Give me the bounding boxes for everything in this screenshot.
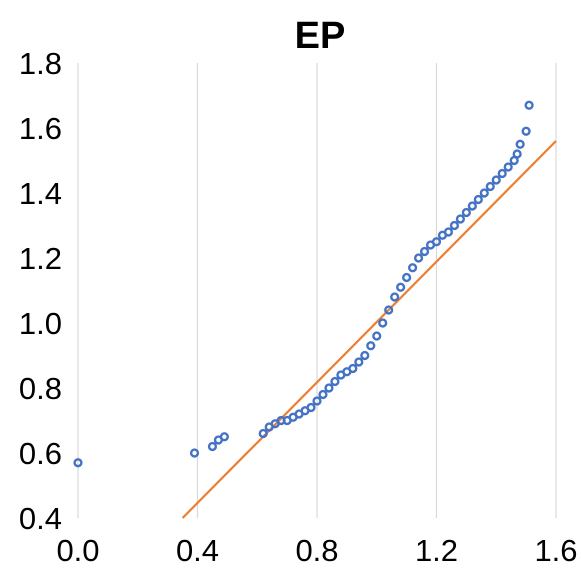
x-tick-label: 1.6: [534, 533, 577, 568]
data-point: [330, 376, 340, 387]
data-point: [390, 292, 400, 302]
data-point: [408, 263, 418, 273]
data-point: [366, 341, 376, 351]
data-point: [431, 237, 442, 247]
data-point: [348, 363, 358, 374]
data-point: [396, 282, 406, 292]
data-point: [372, 331, 382, 341]
data-point: [467, 201, 477, 211]
gridlines: [77, 63, 557, 518]
data-point: [354, 357, 364, 367]
x-tick-label: 0.8: [295, 533, 338, 568]
data-point: [455, 214, 466, 224]
y-tick-label: 1.8: [19, 46, 62, 81]
reference-line: [181, 140, 557, 519]
x-tick-label: 0.0: [56, 533, 99, 568]
data-points: [73, 100, 534, 468]
data-point: [419, 246, 430, 257]
data-point: [258, 428, 268, 439]
y-tick-label: 0.6: [19, 436, 62, 471]
data-point: [378, 318, 388, 328]
data-point: [461, 207, 471, 218]
data-point: [485, 181, 495, 192]
data-point: [189, 448, 200, 458]
y-tick-label: 1.0: [19, 306, 62, 341]
data-point: [497, 168, 507, 179]
data-point: [312, 396, 322, 406]
data-point: [207, 441, 218, 452]
data-point: [384, 305, 394, 315]
chart-title: EP: [295, 15, 346, 57]
y-axis-ticks: 0.4 0.6 0.8 1.0 1.2 1.4 1.6 1.8: [19, 46, 62, 536]
y-tick-label: 1.4: [19, 176, 62, 211]
data-point: [324, 383, 334, 393]
data-point: [473, 194, 483, 205]
y-tick-label: 0.4: [19, 501, 62, 536]
data-point: [449, 220, 460, 231]
data-point: [521, 126, 531, 136]
y-tick-label: 1.2: [19, 241, 62, 276]
y-tick-label: 0.8: [19, 371, 62, 406]
data-point: [503, 162, 513, 172]
x-tick-label: 0.4: [176, 533, 219, 568]
reference-line-series: [181, 140, 557, 519]
data-point: [479, 188, 489, 198]
data-point: [515, 139, 525, 149]
data-point: [318, 389, 328, 400]
data-point: [512, 149, 522, 159]
data-point: [306, 402, 316, 413]
data-point: [360, 350, 370, 361]
data-point: [413, 253, 424, 263]
data-point: [402, 272, 412, 283]
data-point: [524, 100, 534, 110]
x-tick-label: 1.2: [415, 533, 458, 568]
y-tick-label: 1.6: [19, 111, 62, 146]
x-axis-ticks: 0.0 0.4 0.8 1.2 1.6: [56, 533, 577, 568]
data-point: [73, 458, 83, 468]
data-point: [219, 432, 229, 442]
data-point: [491, 175, 501, 185]
data-point: [443, 227, 454, 237]
